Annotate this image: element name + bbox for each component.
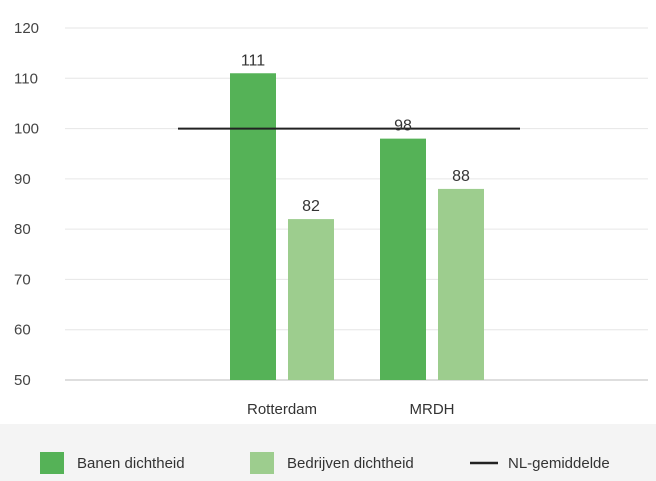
legend-label: Bedrijven dichtheid xyxy=(287,455,414,472)
y-tick-label: 110 xyxy=(14,70,38,87)
data-label: 98 xyxy=(394,118,412,135)
y-axis: 50 60 70 80 90 100 110 120 xyxy=(14,20,39,389)
legend-nl-gemiddelde: NL-gemiddelde xyxy=(470,455,610,472)
data-label: 111 xyxy=(241,52,265,69)
data-label: 88 xyxy=(452,168,470,185)
legend-bedrijven-dichtheid: Bedrijven dichtheid xyxy=(250,452,414,474)
x-category-label: Rotterdam xyxy=(247,401,317,418)
legend: Banen dichtheid Bedrijven dichtheid NL-gem… xyxy=(40,452,610,474)
legend-banen-dichtheid: Banen dichtheid xyxy=(40,452,185,474)
legend-label: Banen dichtheid xyxy=(77,455,185,472)
y-tick-label: 100 xyxy=(14,121,39,138)
x-category-label: MRDH xyxy=(410,401,455,418)
y-tick-label: 50 xyxy=(14,372,31,389)
legend-swatch xyxy=(40,452,64,474)
y-tick-label: 60 xyxy=(14,322,31,339)
y-tick-label: 70 xyxy=(14,271,31,288)
data-labels: 111 82 98 88 xyxy=(241,52,470,215)
legend-label: NL-gemiddelde xyxy=(508,455,610,472)
x-axis: Rotterdam MRDH xyxy=(247,401,455,418)
bar-rotterdam-banen xyxy=(230,73,276,380)
grid-lines xyxy=(65,27,648,381)
bar-mrdh-bedrijven xyxy=(438,188,484,380)
bars xyxy=(230,73,484,380)
bar-mrdh-banen xyxy=(380,138,426,380)
bar-rotterdam-bedrijven xyxy=(288,219,334,380)
y-tick-label: 80 xyxy=(14,221,31,238)
y-tick-label: 120 xyxy=(14,20,39,37)
legend-swatch xyxy=(250,452,274,474)
data-label: 82 xyxy=(302,198,320,215)
y-tick-label: 90 xyxy=(14,171,31,188)
